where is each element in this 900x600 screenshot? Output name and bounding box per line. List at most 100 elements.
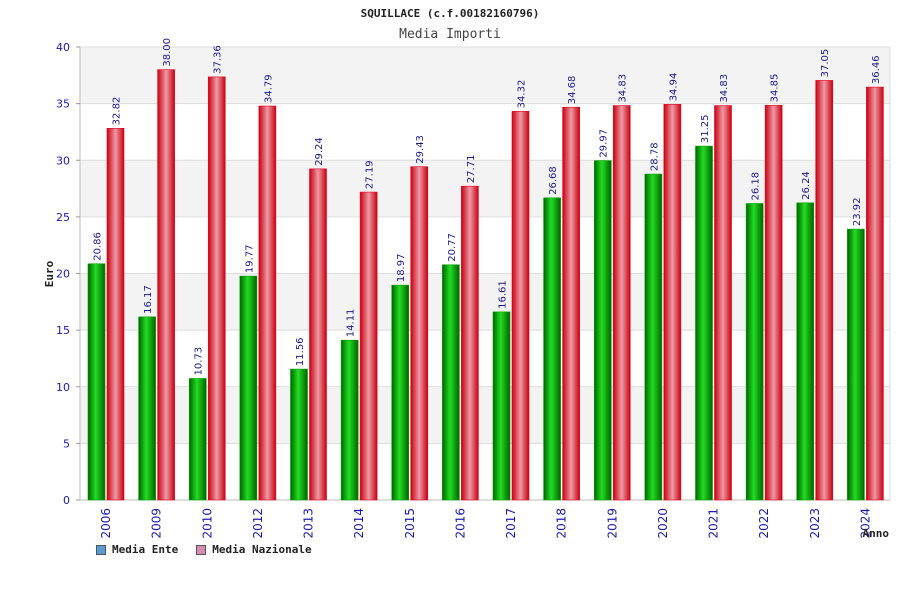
data-label: 34.79 bbox=[263, 74, 274, 103]
x-tick-label: 2010 bbox=[200, 508, 214, 539]
data-label: 28.78 bbox=[649, 142, 660, 171]
bar-media-nazionale bbox=[866, 86, 884, 501]
data-label: 34.83 bbox=[618, 74, 629, 103]
data-label: 20.86 bbox=[93, 232, 104, 261]
y-tick-label: 20 bbox=[56, 268, 70, 281]
x-tick-label: 2009 bbox=[150, 508, 164, 539]
bar-media-ente bbox=[593, 160, 612, 501]
data-label: 11.56 bbox=[295, 337, 306, 366]
bar-media-nazionale bbox=[764, 105, 783, 501]
data-label: 29.97 bbox=[599, 129, 610, 158]
bar-media-nazionale bbox=[815, 80, 834, 501]
bar-media-ente bbox=[138, 316, 156, 501]
data-label: 26.18 bbox=[751, 172, 762, 201]
data-label: 34.32 bbox=[517, 80, 528, 109]
bar-media-nazionale bbox=[511, 111, 530, 501]
x-tick-label: 2012 bbox=[251, 508, 265, 539]
x-tick-label: 2015 bbox=[403, 508, 417, 539]
bar-media-ente bbox=[239, 275, 258, 501]
y-tick-label: 10 bbox=[56, 381, 70, 394]
y-tick-label: 40 bbox=[56, 41, 70, 54]
data-label: 18.97 bbox=[396, 254, 407, 283]
x-tick-label: 2021 bbox=[707, 508, 721, 539]
data-label: 34.83 bbox=[719, 74, 730, 103]
data-label: 16.61 bbox=[498, 280, 509, 309]
y-axis-label: Euro bbox=[43, 260, 56, 287]
data-label: 26.24 bbox=[801, 171, 812, 200]
bar-media-nazionale bbox=[612, 105, 631, 501]
legend-label-media-ente: Media Ente bbox=[112, 543, 179, 556]
bar-media-ente bbox=[644, 173, 663, 501]
bar-media-ente bbox=[87, 263, 106, 501]
bar-media-nazionale bbox=[714, 105, 732, 501]
bar-media-ente bbox=[745, 203, 764, 501]
y-tick-label: 0 bbox=[63, 494, 70, 507]
data-label: 20.77 bbox=[447, 233, 458, 262]
x-tick-label: 2018 bbox=[555, 508, 569, 539]
bar-media-nazionale bbox=[359, 191, 378, 501]
bar-media-nazionale bbox=[207, 76, 226, 501]
x-tick-label: 2022 bbox=[757, 508, 771, 539]
plot-band bbox=[80, 47, 890, 104]
data-label: 34.85 bbox=[770, 74, 781, 103]
data-label: 34.94 bbox=[668, 73, 679, 102]
data-label: 38.00 bbox=[162, 38, 173, 67]
bar-media-nazionale bbox=[461, 185, 479, 501]
bar-media-ente bbox=[340, 339, 359, 501]
y-tick-label: 30 bbox=[56, 154, 70, 167]
legend-item-media-nazionale: Media Nazionale bbox=[196, 543, 312, 556]
data-label: 29.24 bbox=[314, 137, 325, 166]
bar-media-ente bbox=[442, 264, 460, 501]
data-label: 23.92 bbox=[852, 197, 863, 226]
bars-group: 20.86 32.82 16.17 38.00 10.73 37.36 19.77 34.79… bbox=[87, 38, 884, 501]
bar-media-nazionale bbox=[309, 168, 327, 501]
x-tick-label: 2017 bbox=[504, 508, 518, 539]
data-label: 27.71 bbox=[466, 155, 477, 184]
data-label: 26.68 bbox=[548, 166, 559, 195]
x-tick-label: 2006 bbox=[99, 508, 113, 539]
x-tick-label: 2019 bbox=[605, 508, 619, 539]
y-tick-label: 25 bbox=[56, 211, 70, 224]
x-tick-label: 2023 bbox=[808, 508, 822, 539]
x-tick-label: 2014 bbox=[352, 508, 366, 539]
x-tick-label: 2016 bbox=[453, 508, 467, 539]
data-label: 14.11 bbox=[346, 309, 357, 338]
data-label: 32.82 bbox=[112, 97, 123, 126]
y-axis-ticks: 0 5 10 15 20 25 30 35 40 bbox=[56, 41, 80, 507]
legend-label-media-nazionale: Media Nazionale bbox=[212, 543, 312, 556]
bar-media-ente bbox=[796, 202, 815, 501]
bar-media-nazionale bbox=[410, 166, 429, 501]
y-tick-label: 35 bbox=[56, 98, 70, 111]
bar-media-ente bbox=[847, 228, 865, 501]
chart-title: SQUILLACE (c.f.00182160796) bbox=[361, 7, 540, 20]
legend-swatch-media-ente bbox=[96, 544, 106, 555]
x-axis-ticks: 2006 2009 2010 2012 2013 2014 2015 2016 2017 2018… bbox=[99, 508, 872, 539]
bar-media-nazionale bbox=[157, 69, 175, 501]
bar-media-ente bbox=[543, 197, 561, 501]
chart-subtitle: Media Importi bbox=[399, 27, 501, 42]
data-label: 10.73 bbox=[194, 347, 205, 376]
data-label: 31.25 bbox=[700, 114, 711, 143]
data-label: 37.05 bbox=[820, 49, 831, 78]
bar-media-ente bbox=[391, 284, 410, 501]
data-label: 37.36 bbox=[213, 45, 224, 74]
data-label: 27.19 bbox=[365, 160, 376, 189]
legend-swatch-media-nazionale bbox=[196, 544, 207, 555]
legend-item-media-ente: Media Ente bbox=[96, 543, 178, 556]
bar-media-nazionale bbox=[258, 105, 277, 501]
x-tick-label: 2024 bbox=[858, 508, 872, 539]
data-label: 36.46 bbox=[871, 55, 882, 84]
data-label: 16.17 bbox=[143, 285, 154, 314]
data-label: 19.77 bbox=[244, 244, 255, 273]
bar-media-nazionale bbox=[106, 128, 125, 501]
x-tick-label: 2013 bbox=[302, 508, 316, 539]
bar-media-ente bbox=[492, 311, 511, 501]
x-tick-label: 2020 bbox=[656, 508, 670, 539]
y-tick-label: 5 bbox=[63, 437, 70, 450]
data-label: 34.68 bbox=[567, 76, 578, 105]
y-tick-label: 15 bbox=[56, 324, 70, 337]
x-axis-label: Anno bbox=[863, 527, 890, 540]
bar-media-ente bbox=[695, 145, 713, 501]
bar-media-ente bbox=[188, 378, 207, 501]
